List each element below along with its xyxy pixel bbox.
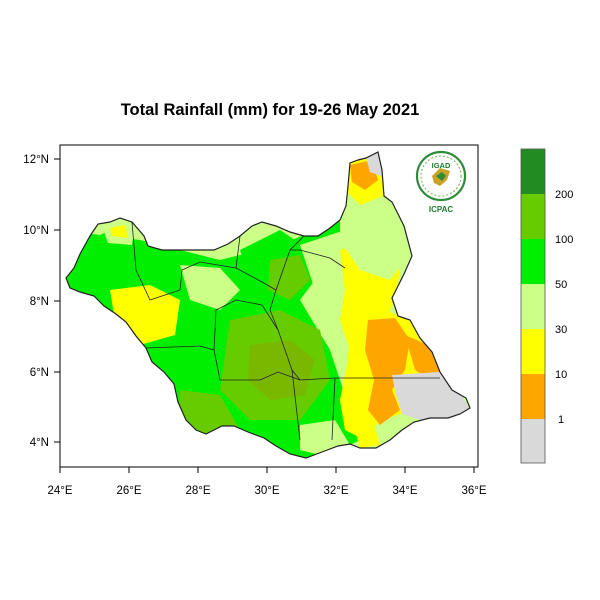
lon-label: 24°E bbox=[47, 485, 72, 497]
colorbar-swatch-1-10 bbox=[521, 374, 545, 419]
lon-label: 28°E bbox=[185, 485, 210, 497]
icpac-logo: IGAD ICPAC bbox=[415, 150, 467, 214]
logo-top-text: IGAD bbox=[432, 161, 451, 170]
lat-label: 8°N bbox=[30, 296, 49, 308]
colorbar-swatch-30-50 bbox=[521, 284, 545, 329]
logo-bottom-text: ICPAC bbox=[429, 205, 454, 214]
lat-label: 12°N bbox=[23, 154, 49, 166]
colorbar: 200 100 50 30 10 1 bbox=[520, 148, 573, 464]
state-boundaries bbox=[131, 221, 440, 441]
lon-label: 34°E bbox=[392, 485, 417, 497]
lat-label: 4°N bbox=[30, 437, 49, 449]
lon-labels: 24°E 26°E 28°E 30°E 32°E 34°E 36°E bbox=[47, 485, 486, 497]
lat-labels: 12°N 10°N 8°N 6°N 4°N bbox=[23, 154, 49, 449]
lon-label: 30°E bbox=[254, 485, 279, 497]
lon-label: 36°E bbox=[461, 485, 486, 497]
colorbar-frame bbox=[520, 148, 546, 464]
colorbar-swatch-below-1 bbox=[521, 419, 545, 463]
colorbar-label: 30 bbox=[555, 324, 567, 336]
colorbar-label: 1 bbox=[558, 414, 564, 426]
colorbar-label: 50 bbox=[555, 279, 567, 291]
axis-ticks bbox=[54, 158, 475, 473]
lat-label: 10°N bbox=[23, 225, 49, 237]
map-title: Total Rainfall (mm) for 19-26 May 2021 bbox=[120, 101, 420, 119]
colorbar-swatch-50-100 bbox=[521, 239, 545, 284]
colorbar-swatch-10-30 bbox=[521, 329, 545, 374]
lon-label: 32°E bbox=[323, 485, 348, 497]
lon-label: 26°E bbox=[116, 485, 141, 497]
colorbar-swatch-100-200 bbox=[521, 194, 545, 239]
lat-label: 6°N bbox=[30, 367, 49, 379]
colorbar-label: 10 bbox=[555, 369, 567, 381]
rain-1-10 bbox=[365, 318, 410, 425]
colorbar-label: 100 bbox=[555, 234, 573, 246]
colorbar-label: 200 bbox=[555, 189, 573, 201]
colorbar-swatch-200-plus bbox=[521, 149, 545, 194]
